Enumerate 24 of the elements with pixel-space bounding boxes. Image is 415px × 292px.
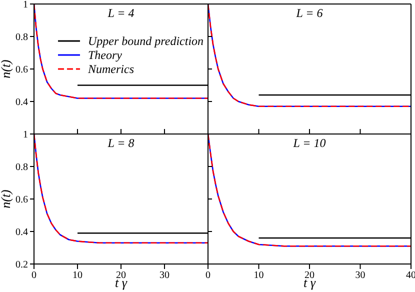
legend-label: Upper bound prediction [88, 34, 204, 48]
x-tick-label: 0 [206, 270, 210, 282]
y-axis-title: n(t) [0, 190, 13, 208]
y-tick-label: 0.6 [16, 194, 28, 206]
x-tick-label: 0 [32, 270, 36, 282]
chart-title: L = 10 [292, 136, 327, 151]
y-tick-label: 0.8 [16, 162, 28, 174]
x-tick-label: 30 [160, 270, 170, 282]
y-tick-label: 0.2 [16, 260, 28, 271]
y-tick-label: 0.4 [16, 227, 28, 238]
y-tick-label: 1 [23, 130, 28, 141]
y-tick-label: 0.8 [16, 32, 28, 44]
y-tick-label: 0.6 [16, 64, 28, 76]
legend-label: Numerics [88, 62, 134, 76]
legend-label: Theory [88, 48, 122, 62]
y-tick-label: 1 [23, 0, 28, 11]
chart-title: L = 6 [295, 6, 324, 21]
y-tick-label: 0.4 [16, 97, 28, 108]
x-tick-label: 10 [254, 270, 264, 282]
chart-title: L = 8 [106, 136, 136, 151]
x-tick-label: 30 [355, 270, 366, 282]
y-axis-title: n(t) [0, 60, 13, 78]
chart-title: L = 4 [106, 6, 136, 21]
x-tick-label: 10 [72, 270, 82, 282]
